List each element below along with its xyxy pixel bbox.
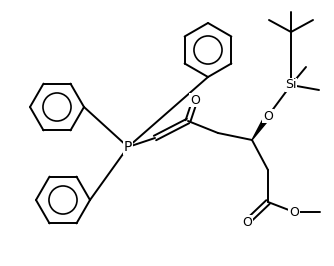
Text: O: O — [242, 215, 252, 228]
Text: Si: Si — [285, 78, 297, 92]
Text: O: O — [190, 94, 200, 106]
Text: O: O — [289, 206, 299, 218]
Text: O: O — [263, 110, 273, 123]
Polygon shape — [252, 114, 271, 140]
Text: P: P — [124, 140, 132, 154]
